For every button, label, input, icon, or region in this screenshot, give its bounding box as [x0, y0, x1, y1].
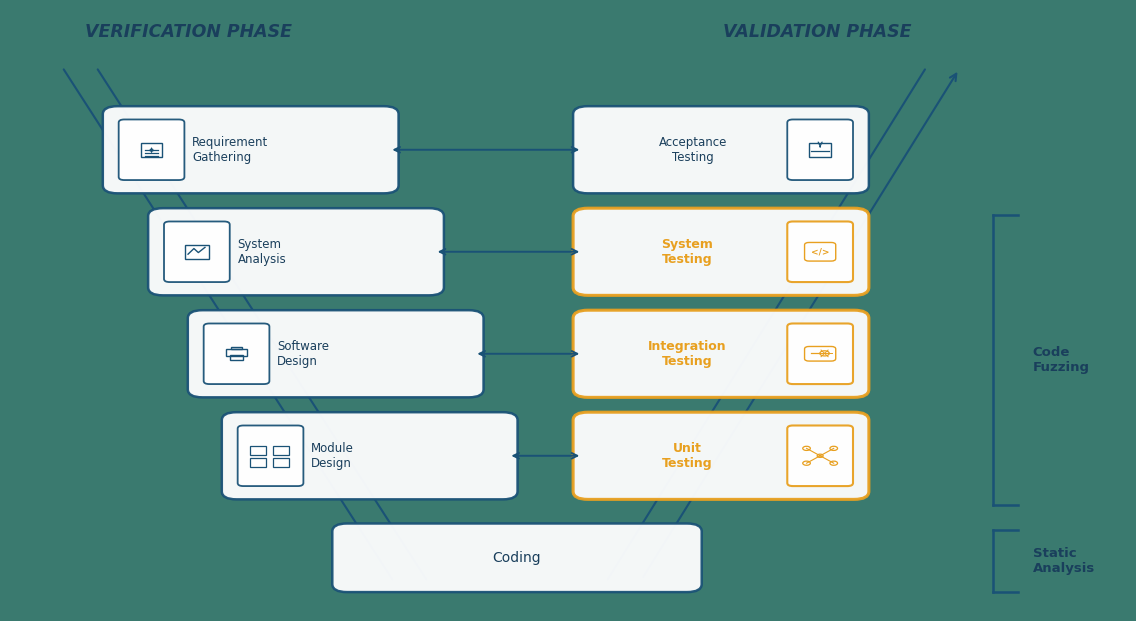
- FancyBboxPatch shape: [573, 208, 869, 296]
- FancyBboxPatch shape: [187, 310, 484, 397]
- Text: VALIDATION PHASE: VALIDATION PHASE: [722, 23, 911, 41]
- FancyBboxPatch shape: [103, 106, 399, 193]
- Text: Module
Design: Module Design: [311, 442, 354, 469]
- Text: </>: </>: [811, 247, 829, 256]
- Text: Static
Analysis: Static Analysis: [1033, 547, 1095, 575]
- Text: Code
Fuzzing: Code Fuzzing: [1033, 346, 1089, 374]
- FancyBboxPatch shape: [787, 425, 853, 486]
- Text: Unit
Testing: Unit Testing: [661, 442, 712, 469]
- FancyBboxPatch shape: [148, 208, 444, 296]
- FancyBboxPatch shape: [222, 412, 518, 499]
- FancyBboxPatch shape: [787, 222, 853, 282]
- Text: Coding: Coding: [493, 551, 542, 564]
- FancyBboxPatch shape: [118, 119, 184, 180]
- FancyBboxPatch shape: [573, 412, 869, 499]
- Text: Requirement
Gathering: Requirement Gathering: [192, 136, 268, 164]
- FancyBboxPatch shape: [164, 222, 229, 282]
- Text: Software
Design: Software Design: [277, 340, 329, 368]
- FancyBboxPatch shape: [573, 106, 869, 193]
- FancyBboxPatch shape: [203, 324, 269, 384]
- FancyBboxPatch shape: [573, 310, 869, 397]
- FancyBboxPatch shape: [237, 425, 303, 486]
- Text: VERIFICATION PHASE: VERIFICATION PHASE: [85, 23, 292, 41]
- Text: Integration
Testing: Integration Testing: [648, 340, 726, 368]
- FancyBboxPatch shape: [787, 119, 853, 180]
- Text: System
Analysis: System Analysis: [237, 238, 286, 266]
- FancyBboxPatch shape: [333, 524, 702, 592]
- FancyBboxPatch shape: [787, 324, 853, 384]
- Text: System
Testing: System Testing: [661, 238, 713, 266]
- Text: Acceptance
Testing: Acceptance Testing: [659, 136, 727, 164]
